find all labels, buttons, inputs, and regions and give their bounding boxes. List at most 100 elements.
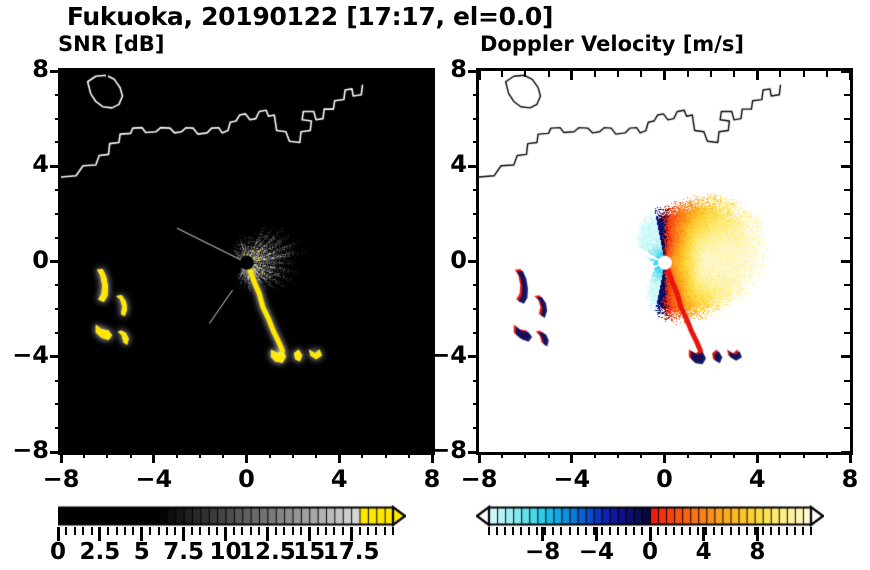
ytick-left xyxy=(55,189,61,192)
xtick-top xyxy=(686,71,689,77)
ytick-left xyxy=(473,331,479,334)
x-axis-label: −8 xyxy=(42,465,80,493)
ytick-right xyxy=(426,117,432,120)
xtick-bottom xyxy=(477,452,481,463)
ytick-left xyxy=(50,355,61,359)
colorbar-minor-tick xyxy=(258,527,260,535)
colorbar-tick-label: 4 xyxy=(695,539,712,565)
xtick-bottom xyxy=(59,452,63,463)
ytick-right xyxy=(423,164,432,168)
xtick-bottom xyxy=(779,452,782,458)
colorbar-minor-tick xyxy=(608,527,611,535)
x-axis-label: −8 xyxy=(460,465,498,493)
xtick-bottom xyxy=(501,452,504,458)
ytick-left xyxy=(55,308,61,311)
ytick-left xyxy=(50,69,61,73)
colorbar-minor-tick xyxy=(124,527,126,535)
xtick-top xyxy=(848,71,852,80)
x-axis-label: −4 xyxy=(135,465,173,493)
doppler-colorbar[interactable] xyxy=(476,505,824,527)
xtick-top xyxy=(570,71,574,80)
colorbar-major-tick xyxy=(265,527,269,541)
xtick-bottom xyxy=(268,452,271,458)
xtick-top xyxy=(291,71,294,77)
xtick-top xyxy=(245,71,248,80)
colorbar-minor-tick xyxy=(616,527,619,535)
colorbar-minor-tick xyxy=(745,527,748,535)
y-axis-label: −8 xyxy=(12,436,49,464)
xtick-bottom xyxy=(361,452,364,458)
ytick-left xyxy=(473,427,479,430)
y-axis-label: 0 xyxy=(32,245,49,274)
colorbar-tick-label: 5 xyxy=(133,539,150,565)
ytick-right xyxy=(426,308,432,311)
xtick-bottom xyxy=(315,452,318,458)
xtick-top xyxy=(709,71,712,77)
xtick-top xyxy=(384,71,387,77)
colorbar-minor-tick xyxy=(249,527,252,535)
colorbar-minor-tick xyxy=(624,527,627,535)
colorbar-minor-tick xyxy=(576,527,579,535)
colorbar-minor-tick xyxy=(769,527,772,535)
xtick-bottom xyxy=(825,452,828,458)
ytick-left xyxy=(55,427,61,430)
xtick-top xyxy=(152,71,156,80)
ytick-right xyxy=(841,450,850,454)
y-axis-label: 0 xyxy=(450,245,467,274)
colorbar-major-tick xyxy=(349,527,353,541)
colorbar-minor-tick xyxy=(358,527,361,535)
colorbar-minor-tick xyxy=(316,527,319,535)
xtick-bottom xyxy=(337,452,341,463)
colorbar-minor-tick xyxy=(341,527,344,535)
snr-colorbar[interactable] xyxy=(58,505,406,527)
colorbar-tick-label: 7.5 xyxy=(163,539,204,565)
colorbar-minor-tick xyxy=(673,527,676,535)
colorbar-minor-tick xyxy=(810,527,812,535)
xtick-bottom xyxy=(640,452,643,458)
xtick-bottom xyxy=(663,452,666,463)
colorbar-tick-label: 15 xyxy=(293,539,326,565)
ytick-right xyxy=(844,212,850,215)
ytick-right xyxy=(426,331,432,334)
colorbar-minor-tick xyxy=(657,527,660,535)
ytick-left xyxy=(50,450,61,454)
ytick-left xyxy=(55,141,61,144)
colorbar-minor-tick xyxy=(528,527,531,535)
ytick-right xyxy=(844,117,850,120)
xtick-top xyxy=(430,71,434,80)
xtick-bottom xyxy=(733,452,736,458)
xtick-top xyxy=(407,71,410,77)
xtick-top xyxy=(733,71,736,77)
snr-plot-area[interactable] xyxy=(58,68,435,455)
ytick-right xyxy=(844,236,850,239)
xtick-top xyxy=(802,71,805,77)
colorbar-minor-tick xyxy=(291,527,294,535)
colorbar-minor-tick xyxy=(165,527,168,535)
colorbar-minor-tick xyxy=(600,527,603,535)
colorbar-major-tick xyxy=(755,527,759,541)
colorbar-minor-tick xyxy=(761,527,764,535)
ytick-right xyxy=(844,284,850,287)
y-axis-label: −4 xyxy=(12,340,49,369)
ytick-right xyxy=(844,189,850,192)
doppler-plot-area[interactable] xyxy=(476,68,853,455)
colorbar-major-tick xyxy=(307,527,311,541)
xtick-bottom xyxy=(848,452,852,463)
colorbar-minor-tick xyxy=(697,527,700,535)
colorbar-minor-tick xyxy=(283,527,286,535)
ytick-right xyxy=(423,260,432,263)
y-axis-label: 4 xyxy=(32,150,49,179)
colorbar-minor-tick xyxy=(681,527,684,535)
colorbar-minor-tick xyxy=(325,527,327,535)
colorbar-minor-tick xyxy=(90,527,93,535)
colorbar-minor-tick xyxy=(777,527,780,535)
colorbar-tick-label: 12.5 xyxy=(239,539,296,565)
ytick-left xyxy=(55,212,61,215)
colorbar-minor-tick xyxy=(488,527,490,535)
colorbar-minor-tick xyxy=(149,527,152,535)
xtick-bottom xyxy=(524,452,527,458)
colorbar-minor-tick xyxy=(721,527,724,535)
xtick-top xyxy=(593,71,596,77)
colorbar-major-tick xyxy=(702,527,706,541)
